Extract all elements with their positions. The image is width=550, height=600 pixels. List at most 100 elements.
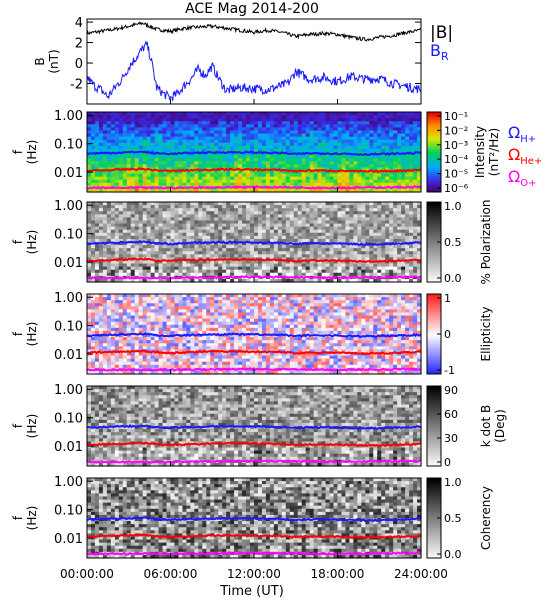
spectrogram-cell: [222, 164, 227, 168]
spectrogram-cell: [305, 173, 311, 178]
spectrogram-cell: [198, 248, 203, 252]
spectrogram-cell: [106, 223, 112, 228]
spectrogram-cell: [417, 170, 422, 175]
spectrogram-cell: [102, 217, 108, 222]
spectrogram-cell: [178, 260, 184, 265]
spectrogram-cell: [269, 158, 275, 162]
spectrogram-cell: [361, 173, 366, 178]
spectrogram-cell: [118, 278, 124, 283]
spectrogram-cell: [122, 164, 128, 168]
spectrogram-cell: [138, 220, 144, 225]
spectrogram-cell: [90, 205, 96, 209]
spectrogram-cell: [166, 211, 172, 215]
spectrogram-cell: [265, 139, 271, 144]
legend-bradial: BR: [430, 41, 449, 63]
spectrogram-cell: [273, 254, 279, 258]
spectrogram-cell: [206, 121, 211, 125]
spectrogram-cell: [353, 142, 358, 147]
spectrogram-cell: [198, 136, 203, 141]
spectrogram-cell: [122, 148, 128, 153]
spectrogram-cell: [369, 139, 374, 144]
spectrogram-cell: [357, 173, 362, 178]
spectrogram-cell: [317, 136, 323, 141]
spectrogram-cell: [373, 136, 378, 141]
spectrogram-cell: [206, 142, 211, 147]
spectrogram-cell: [361, 148, 366, 153]
spectrogram-cell: [413, 170, 418, 175]
spectrogram-cell: [106, 130, 112, 135]
spectrogram-cell: [357, 260, 362, 265]
spectrogram-cell: [146, 269, 152, 274]
spectrogram-cell: [269, 136, 275, 141]
spectrogram-cell: [226, 115, 231, 119]
spectrogram-cell: [150, 226, 156, 231]
spectrogram-cell: [122, 306, 128, 310]
spectrogram-cell: [178, 182, 184, 187]
spectrogram-cell: [226, 214, 231, 218]
spectrogram-cell: [257, 173, 263, 178]
spectrogram-cell: [218, 136, 223, 141]
spectrogram-cell: [341, 136, 347, 141]
spectrogram-cell: [102, 223, 108, 228]
spectrogram-cell: [106, 188, 112, 193]
spectrogram-cell: [102, 334, 108, 338]
spectrogram-cell: [206, 164, 211, 168]
y-tick-label: 0: [75, 57, 83, 72]
spectrogram-cell: [222, 269, 227, 274]
spectrogram-cell: [126, 269, 132, 274]
spectrogram-cell: [393, 266, 398, 271]
spectrogram-cell: [246, 269, 251, 274]
spectrogram-cell: [94, 370, 100, 375]
spectrogram-cell: [114, 358, 120, 363]
spectrogram-cell: [190, 148, 195, 153]
spectrogram-cell: [226, 278, 231, 283]
spectrogram-cell: [381, 238, 386, 243]
spectrogram-cell: [206, 179, 211, 184]
spectrogram-cell: [261, 232, 267, 237]
spectrogram-cell: [297, 148, 303, 153]
spectrogram-cell: [114, 161, 120, 165]
spectrogram-cell: [158, 130, 164, 135]
spectrogram-cell: [397, 263, 402, 268]
spectrogram-cell: [106, 229, 112, 234]
spectrogram-cell: [377, 211, 382, 215]
spectrogram-cell: [265, 214, 271, 218]
spectrogram-cell: [369, 202, 374, 206]
spectrogram-cell: [98, 324, 104, 329]
spectrogram-cell: [102, 248, 108, 252]
spectrogram-cell: [102, 232, 108, 237]
spectrogram-cell: [154, 257, 160, 262]
y-axis-label: f: [11, 239, 25, 244]
spectrogram-cell: [373, 188, 378, 193]
spectrogram-cell: [150, 346, 156, 350]
spectrogram-cell: [226, 266, 231, 271]
spectrogram-cell: [106, 352, 112, 357]
spectrogram-cell: [393, 130, 398, 135]
spectrogram-cell: [222, 248, 227, 252]
spectrogram-cell: [321, 217, 327, 222]
spectrogram-cell: [405, 266, 410, 271]
spectrogram-cell: [341, 188, 347, 193]
spectrogram-cell: [222, 260, 227, 265]
spectrogram-cell: [289, 139, 295, 144]
spectrogram-cell: [206, 229, 211, 234]
spectrogram-cell: [166, 145, 172, 150]
spectrogram-cell: [385, 254, 390, 258]
spectrogram-cell: [277, 173, 283, 178]
spectrogram-cell: [246, 232, 251, 237]
spectrogram-cell: [373, 115, 378, 119]
spectrogram-cell: [250, 226, 255, 231]
spectrogram-cell: [285, 158, 291, 162]
spectrogram-cell: [381, 235, 386, 240]
spectrogram-cell: [413, 260, 418, 265]
spectrogram-cell: [166, 257, 172, 262]
spectrogram-cell: [170, 142, 176, 147]
spectrogram-cell: [114, 327, 120, 332]
spectrogram-cell: [162, 205, 168, 209]
spectrogram-cell: [130, 173, 136, 178]
spectrogram-cell: [349, 127, 355, 132]
spectrogram-cell: [285, 124, 291, 128]
spectrogram-cell: [345, 133, 351, 138]
spectrogram-cell: [265, 220, 271, 225]
spectrogram-cell: [273, 223, 279, 228]
